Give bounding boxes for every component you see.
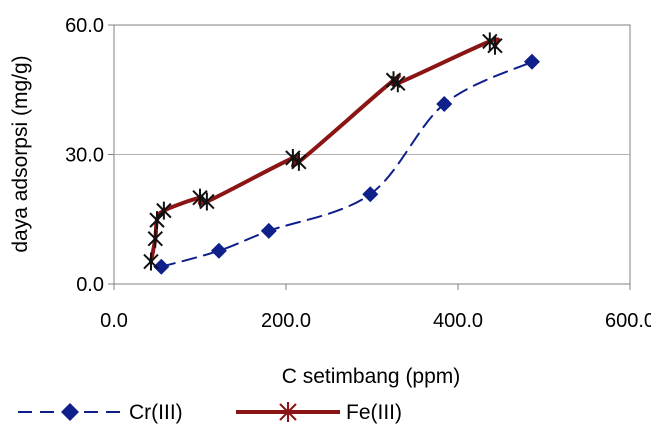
data-point-fe bbox=[147, 229, 163, 248]
legend: Cr(III) Fe(III) bbox=[18, 401, 402, 424]
x-tick-label: 200.0 bbox=[261, 310, 311, 332]
data-point-fe bbox=[143, 252, 159, 271]
legend-marker-fe bbox=[279, 402, 297, 422]
x-axis-title: C setimbang (ppm) bbox=[282, 365, 461, 388]
data-point-cr bbox=[523, 53, 540, 70]
y-tick-label: 0.0 bbox=[76, 274, 104, 296]
legend-marker-cr bbox=[61, 403, 79, 421]
y-tick-label: 60.0 bbox=[65, 15, 104, 37]
data-point-cr bbox=[210, 242, 227, 259]
y-axis-title: daya adsorpsi (mg/g) bbox=[9, 55, 32, 252]
data-point-fe bbox=[149, 211, 165, 230]
series-line-0 bbox=[160, 60, 533, 268]
tick-layer: 0.0 30.0 60.0 0.0 200.0 400.0 600.0 bbox=[65, 15, 651, 332]
data-point-fe bbox=[156, 201, 172, 220]
x-tick-label: 600.0 bbox=[605, 310, 651, 332]
data-point-cr bbox=[153, 258, 170, 275]
data-point-cr bbox=[436, 95, 453, 112]
x-tick-label: 0.0 bbox=[100, 310, 128, 332]
x-tick-label: 400.0 bbox=[433, 310, 483, 332]
data-point-cr bbox=[362, 186, 379, 203]
data-point-fe bbox=[390, 74, 406, 93]
series-layer bbox=[143, 32, 540, 275]
data-point-fe bbox=[291, 152, 307, 171]
data-point-cr bbox=[260, 222, 277, 239]
y-tick-label: 30.0 bbox=[65, 145, 104, 167]
data-point-fe bbox=[487, 36, 503, 55]
legend-label-fe: Fe(III) bbox=[346, 401, 402, 424]
data-point-fe bbox=[199, 192, 215, 211]
legend-label-cr: Cr(III) bbox=[129, 401, 183, 424]
data-point-fe bbox=[192, 188, 208, 207]
